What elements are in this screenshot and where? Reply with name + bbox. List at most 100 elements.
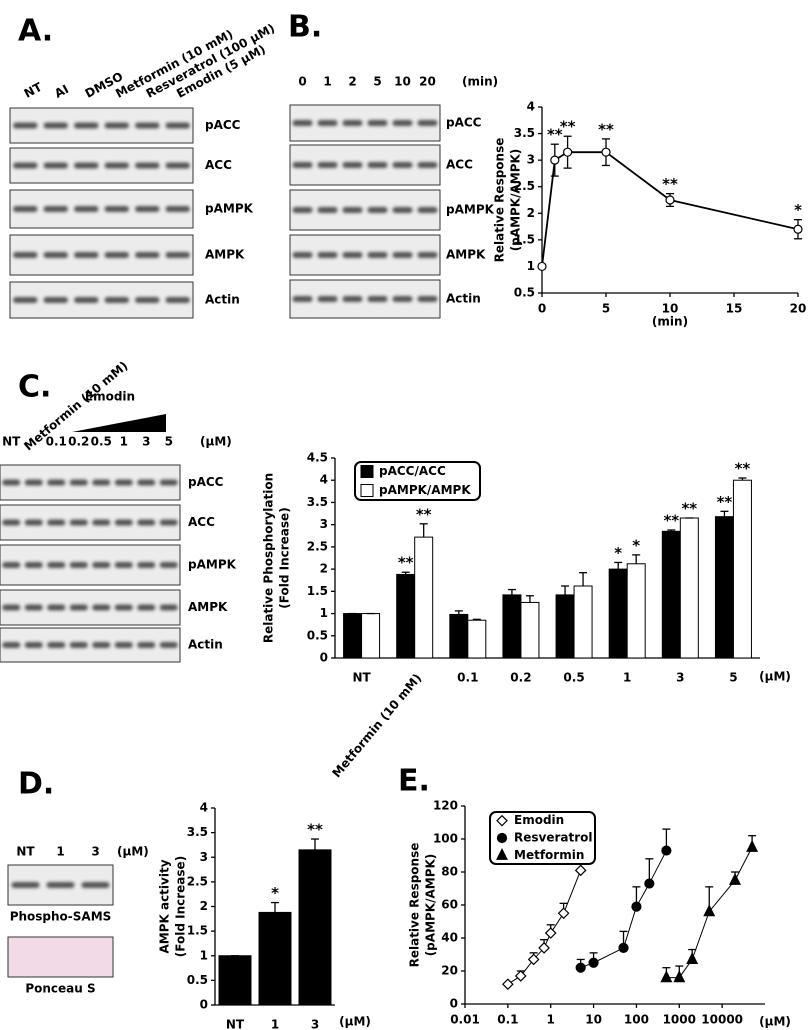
bar [449, 613, 469, 659]
band [165, 162, 190, 169]
significance-label: ** [398, 554, 414, 572]
y-tick-label: 1 [320, 606, 328, 620]
significance-label: * [271, 884, 279, 902]
row-label: AMPK [205, 248, 245, 262]
band [342, 252, 363, 258]
band [417, 162, 438, 168]
y-tick-label: 2.5 [514, 179, 535, 193]
band [24, 519, 43, 526]
y-tick-label: 3.5 [514, 126, 535, 140]
point [496, 832, 508, 844]
y-tick-label: 3.5 [307, 495, 328, 509]
point [686, 952, 699, 965]
band [165, 252, 190, 258]
band [46, 882, 75, 888]
point [703, 904, 716, 917]
point [496, 814, 508, 827]
legend-label: Resveratrol [514, 831, 593, 845]
significance-label: ** [416, 505, 432, 523]
x-tick-label: 1 [547, 1013, 555, 1027]
point [665, 195, 675, 205]
lane-label: NT [16, 845, 35, 859]
legend-swatch [360, 465, 374, 478]
blot-strip [289, 279, 441, 319]
band [114, 642, 133, 648]
lane-label: 0.2 [68, 435, 89, 449]
bar [343, 613, 363, 659]
band [165, 297, 190, 303]
bar [218, 955, 252, 1006]
band [43, 122, 68, 129]
blot-strip [289, 234, 441, 276]
y-tick-label: 100 [433, 832, 458, 846]
y-tick-label: 2 [200, 899, 208, 913]
x-tick-label: 0.5 [563, 671, 584, 685]
band [104, 206, 129, 212]
row-label: pACC [205, 118, 241, 132]
row-label: AMPK [446, 248, 486, 262]
band [392, 120, 413, 126]
y-tick-label: 0 [320, 651, 328, 665]
x-tick-label: 1000 [663, 1013, 696, 1027]
y-axis-label: Relative Phosphorylation [262, 473, 276, 643]
band [114, 562, 133, 568]
band [417, 120, 438, 126]
lane-label: 0.1 [46, 435, 67, 449]
x-axis-label: (min) [652, 315, 688, 329]
band [342, 162, 363, 168]
point [544, 927, 557, 939]
point [673, 970, 686, 983]
blot-strip [289, 189, 441, 231]
y-axis-label: (Fold Increase) [174, 856, 188, 957]
band [2, 479, 21, 486]
point [729, 872, 742, 885]
significance-label: * [632, 536, 640, 554]
y-tick-label: 4 [200, 801, 208, 815]
point [644, 878, 655, 889]
panel-label: C. [18, 370, 51, 405]
band [11, 882, 40, 888]
band [43, 297, 68, 303]
band [13, 252, 38, 258]
x-tick-label: 10 [585, 1013, 602, 1027]
y-tick-label: 2 [527, 206, 535, 220]
band [69, 519, 88, 526]
x-tick-label: 10 [662, 302, 679, 316]
blot-strip [9, 147, 194, 184]
band [135, 162, 160, 169]
band [417, 207, 438, 213]
band [104, 122, 129, 129]
x-tick-label: 0 [538, 302, 546, 316]
bar [626, 563, 646, 659]
band [74, 122, 99, 129]
band [47, 642, 66, 648]
y-axis-label: (pAMPK/AMPK) [509, 149, 523, 252]
y-tick-label: 2 [320, 562, 328, 576]
band [159, 604, 178, 611]
band [165, 122, 190, 129]
band [92, 562, 111, 568]
y-tick-label: 2.5 [307, 539, 328, 553]
band [137, 642, 156, 648]
band [47, 519, 66, 526]
band [2, 562, 21, 568]
band [292, 296, 313, 302]
y-tick-label: 60 [441, 898, 458, 912]
band [137, 562, 156, 568]
row-label: pAMPK [205, 202, 254, 216]
point [631, 901, 642, 912]
y-tick-label: 3.5 [187, 825, 208, 839]
band [114, 604, 133, 611]
band [159, 642, 178, 648]
point [661, 845, 672, 856]
band [317, 162, 338, 168]
significance-label: ** [717, 493, 733, 511]
bar [555, 594, 575, 659]
row-label: pACC [188, 475, 224, 489]
band [159, 479, 178, 486]
band [47, 562, 66, 568]
band [342, 207, 363, 213]
band [417, 296, 438, 302]
point [574, 864, 587, 877]
bar [573, 585, 593, 659]
